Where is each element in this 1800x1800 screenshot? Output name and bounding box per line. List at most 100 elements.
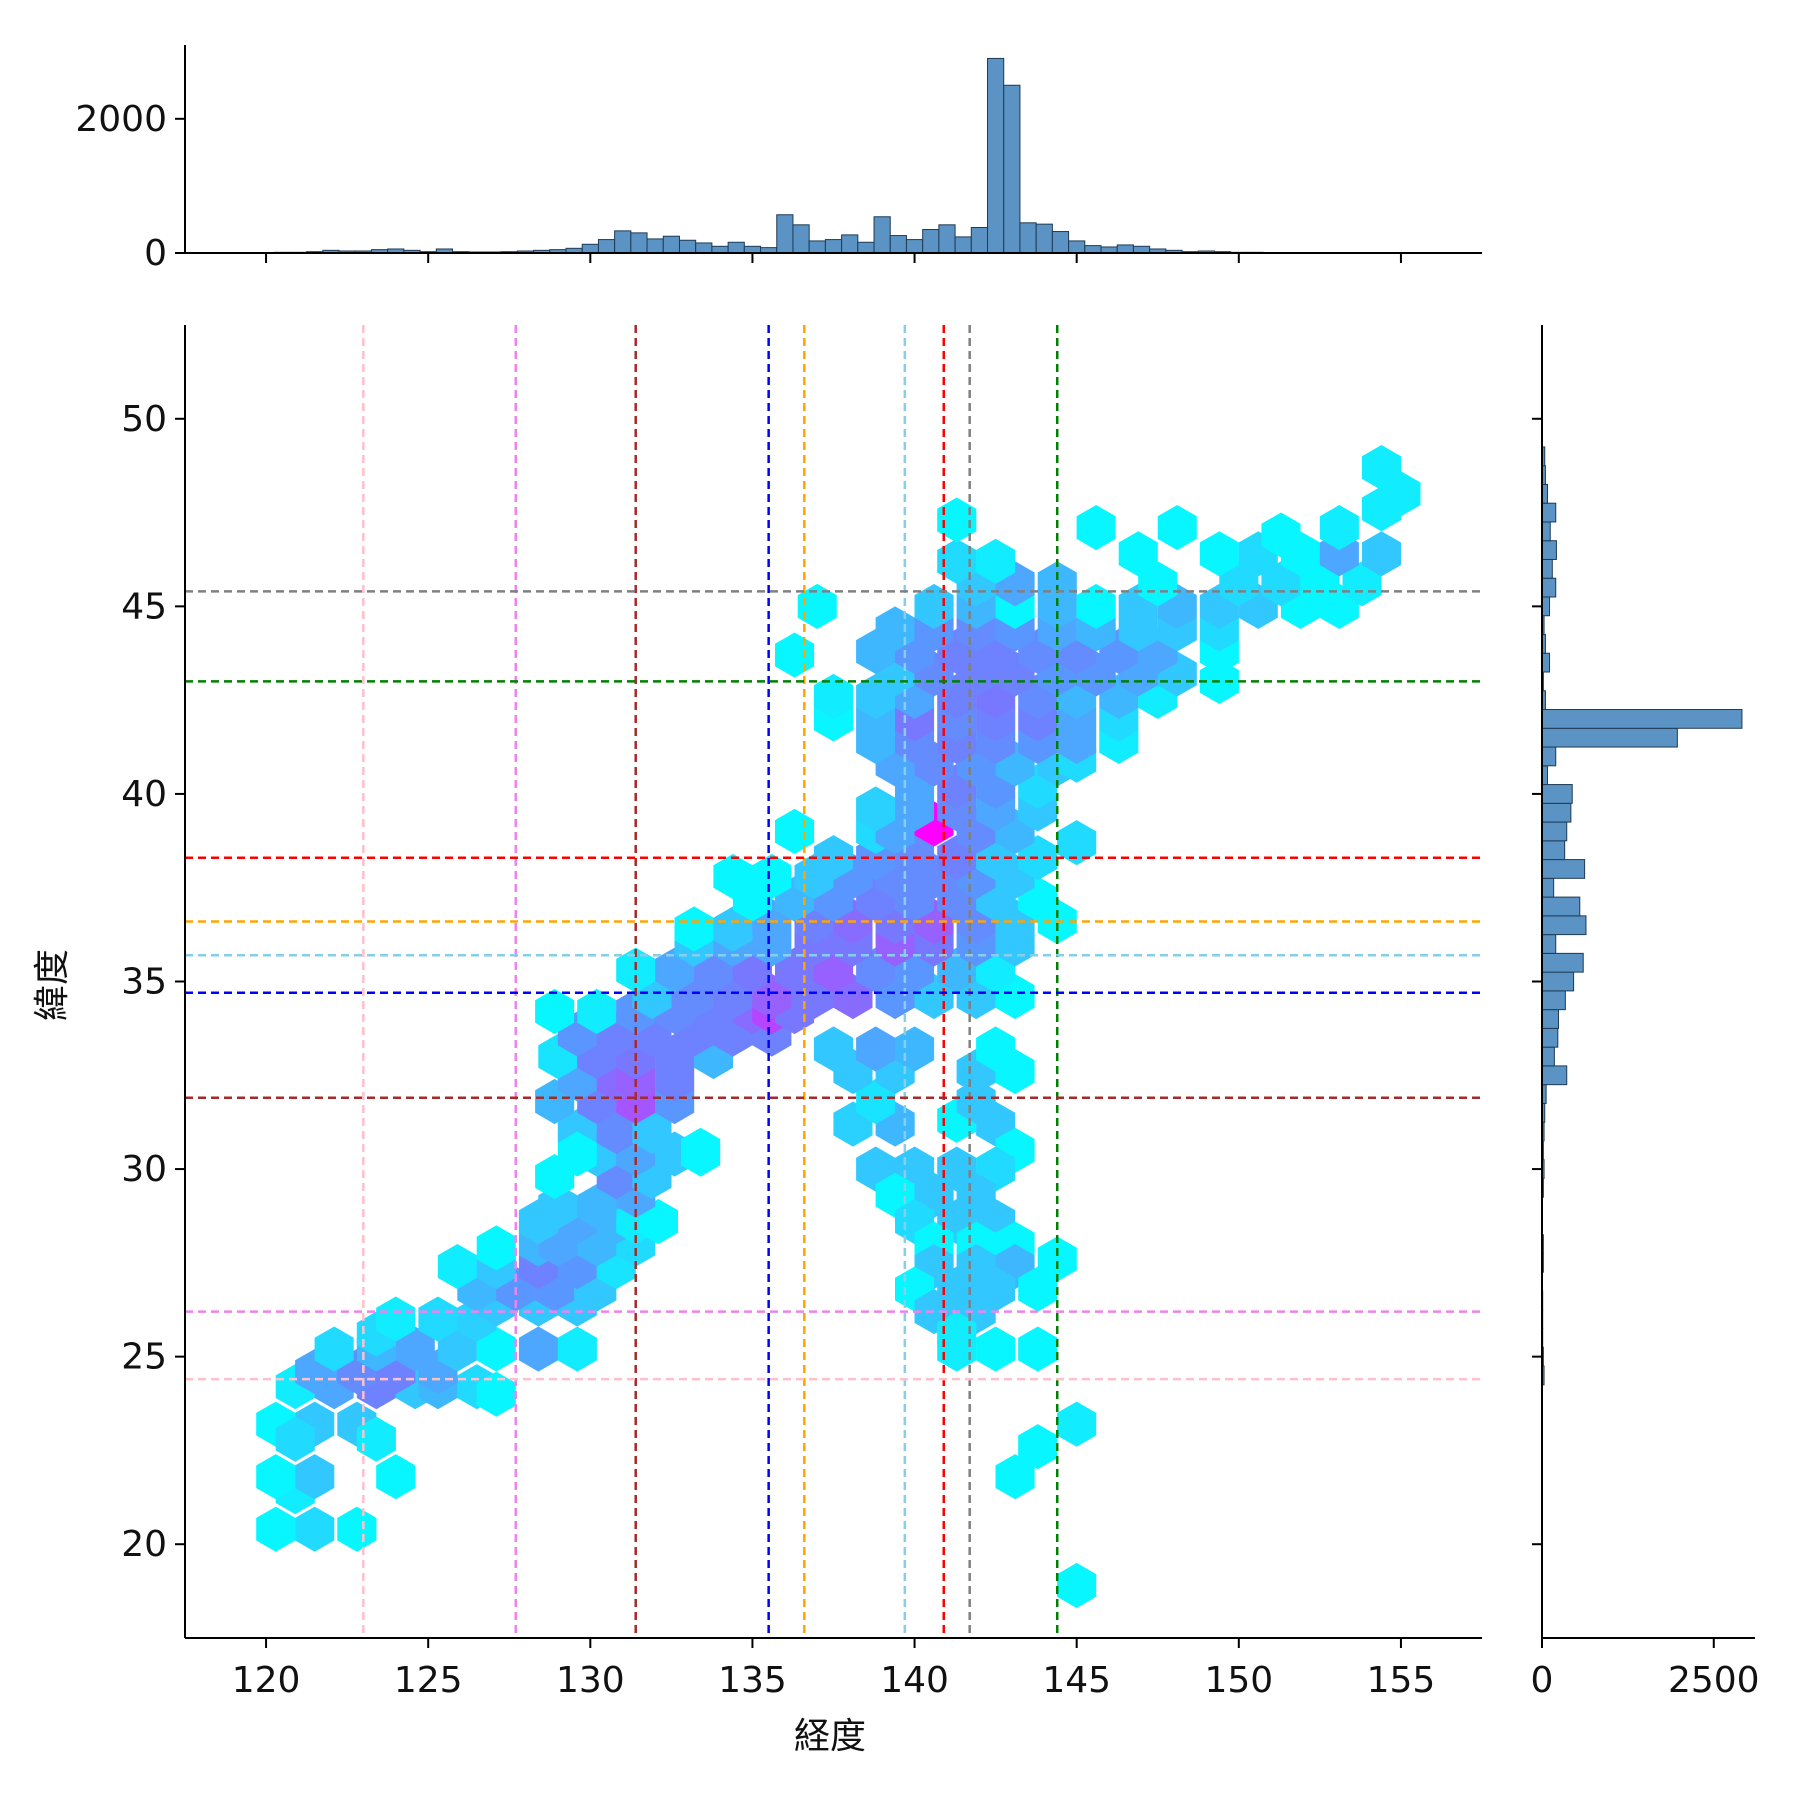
- top-hist-bar: [954, 236, 972, 254]
- x-tick-label: 140: [880, 1660, 949, 1701]
- right-hist-bar: [1541, 990, 1566, 1011]
- right-hist-bar: [1541, 1009, 1559, 1029]
- hexbin: [995, 1454, 1035, 1500]
- hexbin: [557, 1131, 597, 1177]
- hexbin: [1076, 505, 1116, 551]
- hexbin: [1057, 820, 1097, 866]
- top-hist-bar: [824, 239, 843, 254]
- hexbin: [538, 1184, 578, 1230]
- x-tick-label: 150: [1204, 1660, 1273, 1701]
- top-hist-bar: [938, 224, 956, 254]
- right-hist-bar: [1541, 859, 1586, 879]
- hexbin: [976, 1326, 1016, 1372]
- hexbin: [256, 1506, 296, 1552]
- hexbin: [256, 1454, 296, 1500]
- hexbin: [937, 538, 977, 584]
- top-hist-bar: [695, 242, 713, 254]
- hexbin: [674, 906, 714, 952]
- hexbin: [577, 988, 617, 1035]
- top-hist-bar: [711, 245, 729, 254]
- hexbin: [1157, 505, 1197, 551]
- right-hist-bar: [1541, 821, 1568, 842]
- hexbin: [1076, 583, 1116, 629]
- y-tick-label: 20: [121, 1524, 167, 1565]
- top-hist-bar: [614, 230, 632, 254]
- top-hist-bar: [776, 214, 794, 254]
- hexbin: [797, 583, 837, 629]
- right-hist-bar: [1541, 896, 1581, 917]
- right-hist-bar: [1541, 840, 1566, 861]
- hexbin: [437, 1244, 477, 1290]
- top-hist-bar: [857, 241, 875, 254]
- top-hist-bar: [630, 232, 648, 254]
- right-hist-bar: [1541, 727, 1678, 748]
- hexbin: [557, 1326, 597, 1372]
- hexbin: [752, 853, 792, 900]
- y-axis-title: 緯度: [32, 949, 73, 1021]
- hexbin: [275, 1416, 315, 1462]
- hexbin: [1199, 531, 1239, 577]
- reference-lines: [185, 325, 1482, 1638]
- right-hist-bar: [1541, 915, 1587, 936]
- hexbin: [1057, 1562, 1097, 1609]
- hexbin: [813, 1026, 854, 1072]
- hexbin: [1361, 531, 1401, 577]
- right-hist-bar: [1541, 521, 1551, 542]
- x-axis-title: 経度: [794, 1716, 866, 1757]
- x-tick-label: 125: [394, 1660, 463, 1701]
- hexbin: [1361, 445, 1401, 491]
- top-hist-bar: [922, 229, 940, 254]
- top-hist-bar: [678, 239, 697, 254]
- right-histogram: [1541, 446, 1743, 1386]
- hexbin: [775, 808, 815, 854]
- right-x-tick-label: 2500: [1668, 1660, 1760, 1701]
- hexbin-layer: [256, 445, 1421, 1609]
- x-tick-label: 145: [1042, 1660, 1111, 1701]
- top-hist-bar: [646, 238, 664, 254]
- right-hist-bar: [1541, 652, 1551, 673]
- hexbin: [1261, 512, 1301, 558]
- hexbin: [976, 538, 1016, 584]
- hexbin: [295, 1506, 335, 1552]
- hexbin: [1118, 531, 1158, 577]
- top-hist-bar: [1132, 245, 1151, 254]
- hexbin: [1319, 505, 1359, 551]
- y-tick-label: 30: [121, 1149, 167, 1190]
- right-hist-bar: [1541, 502, 1557, 523]
- right-hist-bar: [1541, 934, 1557, 954]
- x-tick-label: 130: [556, 1660, 625, 1701]
- axes: 120 125 130 135 140 145 150 155 20 25 30 35 40 45 50 0 2…: [75, 45, 1760, 1701]
- y-tick-label: 40: [121, 774, 167, 815]
- right-hist-bar: [1541, 596, 1551, 617]
- y-tick-label: 35: [121, 962, 167, 1003]
- top-hist-bar: [1068, 240, 1086, 254]
- y-tick-label: 25: [121, 1337, 167, 1378]
- hexbin: [813, 835, 854, 881]
- right-hist-bar: [1541, 1046, 1555, 1067]
- hexbin: [856, 1026, 896, 1072]
- top-hist-bar: [808, 240, 826, 254]
- right-hist-bar: [1541, 1065, 1568, 1086]
- hexbin: [356, 1416, 396, 1462]
- right-hist-bar: [1541, 709, 1743, 729]
- top-hist-bar: [970, 227, 989, 254]
- hexbin: [376, 1296, 416, 1342]
- top-y-tick-label: 2000: [75, 99, 167, 140]
- right-hist-bar: [1541, 577, 1557, 598]
- top-hist-bar: [1084, 245, 1102, 254]
- hexbin: [314, 1326, 354, 1372]
- right-hist-bar: [1541, 802, 1572, 823]
- right-hist-bar: [1541, 540, 1557, 560]
- x-tick-label: 120: [232, 1660, 301, 1701]
- top-histogram: [273, 57, 1280, 254]
- hexbin: [937, 1326, 977, 1372]
- hexbin: [713, 853, 753, 900]
- right-hist-bar: [1541, 784, 1573, 804]
- top-hist-bar: [1035, 223, 1053, 254]
- hexbin: [1057, 1401, 1097, 1447]
- top-hist-bar: [1051, 231, 1070, 254]
- top-hist-bar: [841, 234, 859, 254]
- hexbin: [976, 1026, 1016, 1072]
- right-x-tick-label: 0: [1531, 1660, 1554, 1701]
